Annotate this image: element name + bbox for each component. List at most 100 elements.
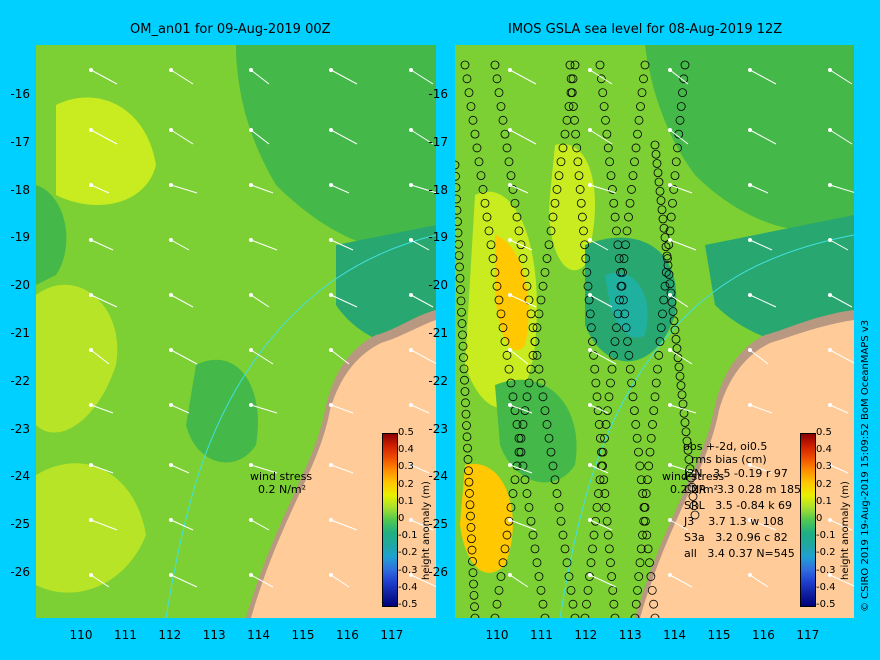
track-marker (498, 115, 508, 125)
wind-arrow-head (89, 128, 93, 132)
x-tick-label-right: 116 (751, 628, 775, 642)
stats-row: J2N 3.5 -0.19 r 97 (684, 467, 788, 480)
track-marker (506, 502, 516, 512)
track-marker (568, 74, 578, 84)
track-marker (465, 489, 474, 498)
track-marker (588, 544, 597, 554)
track-marker (630, 157, 639, 167)
track-marker (492, 74, 502, 84)
track-marker (616, 267, 626, 277)
track-marker (456, 296, 466, 306)
track-marker (462, 421, 471, 430)
wind-arrow (170, 574, 198, 588)
track-marker (560, 544, 570, 554)
track-marker (663, 260, 673, 270)
track-marker (574, 171, 584, 181)
wind-arrow (669, 519, 689, 531)
track-marker (544, 433, 554, 443)
track-marker (536, 585, 546, 595)
wind-arrow-head (508, 518, 512, 522)
track-marker (512, 420, 522, 429)
track-marker (575, 185, 585, 194)
track-marker (490, 613, 500, 618)
wind-arrow (250, 574, 274, 588)
wind-arrow (250, 294, 270, 308)
track-marker (506, 378, 516, 388)
track-marker (601, 115, 610, 125)
colorbar-tick-left: -0.2 (398, 547, 418, 559)
track-marker (568, 102, 578, 111)
wind-arrow (410, 294, 434, 308)
wind-arrow-head (249, 573, 253, 577)
wind-arrow (589, 184, 617, 194)
track-marker (649, 406, 659, 416)
track-marker (460, 60, 470, 70)
stats-row: SRL 3.5 -0.84 k 69 (684, 499, 793, 512)
track-marker (659, 223, 669, 233)
track-marker (570, 613, 580, 618)
wind-arrow-head (409, 463, 413, 467)
wind-arrow-head (508, 463, 512, 467)
track-marker (640, 502, 650, 512)
track-marker (612, 323, 621, 333)
wind-arrow-head (89, 403, 93, 407)
right-map-panel[interactable] (455, 45, 854, 618)
wind-arrow (669, 69, 689, 85)
wind-arrow-head (329, 348, 333, 352)
track-marker (650, 392, 660, 402)
wind-arrow-head (89, 463, 93, 467)
wind-arrow (410, 184, 436, 194)
track-marker (659, 295, 669, 305)
wind-arrow (250, 519, 270, 531)
track-marker (556, 157, 566, 167)
track-marker (680, 418, 690, 427)
track-marker (588, 337, 597, 346)
track-marker (601, 420, 611, 429)
track-marker (681, 427, 691, 437)
y-tick-label-right: -18 (428, 182, 448, 197)
wind-arrow-head (748, 128, 752, 132)
track-marker (586, 558, 596, 568)
x-tick-label-left: 117 (380, 628, 404, 642)
colorbar-tick-right: 0.3 (816, 461, 832, 473)
track-marker (606, 171, 616, 181)
track-marker (606, 378, 615, 388)
track-marker (463, 455, 473, 464)
wind-arrow-head (588, 238, 592, 242)
wind-arrow (509, 349, 529, 365)
track-marker (461, 398, 470, 408)
track-marker (494, 88, 504, 98)
track-marker (619, 254, 629, 263)
x-tick-label-right: 110 (485, 628, 509, 642)
wind-arrow-head (828, 348, 832, 352)
track-marker (514, 433, 524, 443)
track-marker (606, 558, 615, 568)
wind-arrow-head (748, 348, 752, 352)
wind-arrow-head (668, 238, 672, 242)
wind-arrow (410, 574, 436, 588)
track-marker (608, 585, 618, 595)
wind-arrow (749, 69, 777, 85)
track-marker (657, 205, 667, 215)
track-marker (632, 433, 642, 443)
track-marker (678, 88, 687, 98)
wind-arrow-head (169, 518, 173, 522)
track-marker (469, 579, 478, 589)
wind-arrow (90, 184, 110, 194)
track-marker (678, 399, 688, 409)
track-marker (658, 309, 667, 319)
colorbar-tick-right: 0 (816, 513, 823, 524)
track-marker (468, 556, 477, 566)
wind-arrow (669, 404, 697, 414)
track-marker (540, 406, 550, 416)
x-tick-label-left: 112 (158, 628, 182, 642)
track-marker (666, 288, 676, 298)
track-marker (526, 516, 536, 526)
wind-arrow-head (588, 293, 592, 297)
left-map-panel[interactable] (36, 45, 436, 618)
track-marker (504, 364, 514, 374)
track-marker (478, 185, 488, 194)
track-marker (609, 599, 619, 609)
x-tick-label-right: 112 (574, 628, 598, 642)
track-marker (484, 226, 494, 236)
